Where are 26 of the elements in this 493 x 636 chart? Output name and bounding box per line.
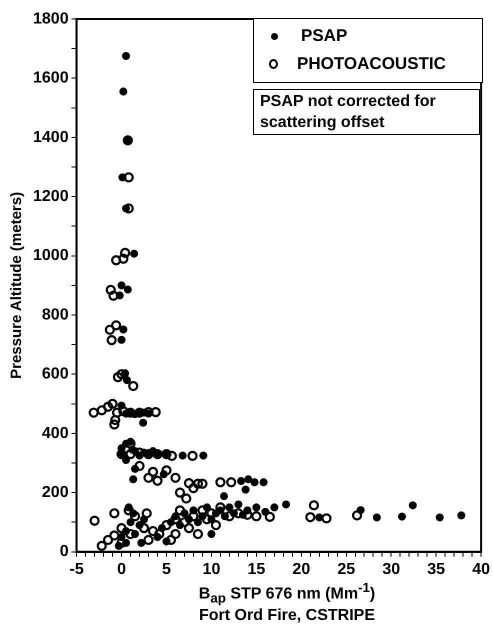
legend-label: PSAP	[301, 26, 348, 46]
x-tick-label: 35	[427, 560, 446, 578]
y-tick-label: 1000	[33, 247, 69, 264]
x-tick-label: 15	[247, 560, 266, 578]
x-tick-label: 30	[382, 560, 400, 578]
x-tick-label: 0	[117, 560, 126, 578]
text: Fort Ord Fire, CSTRIPE	[198, 607, 376, 625]
annotation: PSAP not corrected for scattering offset	[253, 89, 480, 135]
y-tick-label: 1400	[33, 128, 69, 146]
y-axis-title: Pressure Altitude (meters)	[8, 192, 26, 379]
y-tick-label: 1800	[33, 10, 69, 28]
x-tick-label: -5	[69, 560, 84, 578]
y-tick-label: 800	[42, 306, 69, 324]
y-tick-label: 1200	[33, 188, 69, 206]
y-tick-label: 200	[42, 484, 69, 502]
x-tick-label: 20	[292, 560, 310, 578]
x-axis-title: B$_{ap}$ STP 676 nm (Mm$^{-1}$)	[198, 580, 376, 606]
x-tick-label: 40	[472, 560, 490, 578]
y-tick-label: 400	[42, 424, 69, 442]
x-tick-label: 10	[202, 560, 220, 578]
y-tick-label: 1600	[33, 70, 69, 87]
y-tick-label: 600	[42, 366, 69, 383]
y-tick-label: 0	[60, 543, 69, 560]
x-tick-label: 5	[162, 560, 172, 578]
legend-label: PHOTOACOUSTIC	[297, 54, 446, 74]
x-tick-label: 25	[337, 560, 356, 578]
